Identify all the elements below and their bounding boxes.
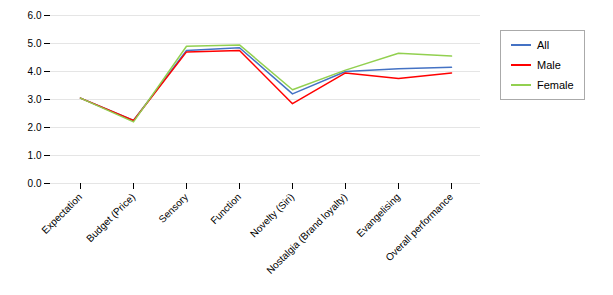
svg-text:Novelty (Siri): Novelty (Siri) (248, 191, 296, 239)
svg-text:Evangelising: Evangelising (354, 191, 402, 239)
svg-text:Expectation: Expectation (39, 191, 84, 236)
svg-text:6.0: 6.0 (28, 10, 42, 21)
svg-text:Function: Function (208, 191, 243, 226)
svg-text:Nostalgia (Brand loyalty): Nostalgia (Brand loyalty) (264, 191, 349, 276)
svg-text:0.0: 0.0 (28, 178, 42, 189)
svg-text:Sensory: Sensory (156, 191, 190, 225)
svg-text:Overall performance: Overall performance (383, 191, 455, 263)
html-text:Male: Male (537, 59, 561, 71)
svg-text:5.0: 5.0 (28, 38, 42, 49)
html-text:All: All (537, 39, 550, 51)
svg-text:1.0: 1.0 (28, 150, 42, 161)
svg-text:3.0: 3.0 (28, 94, 42, 105)
html-text:Female: Female (537, 79, 574, 91)
svg-text:Budget (Price): Budget (Price) (84, 191, 137, 244)
svg-text:2.0: 2.0 (28, 122, 42, 133)
svg-text:4.0: 4.0 (28, 66, 42, 77)
